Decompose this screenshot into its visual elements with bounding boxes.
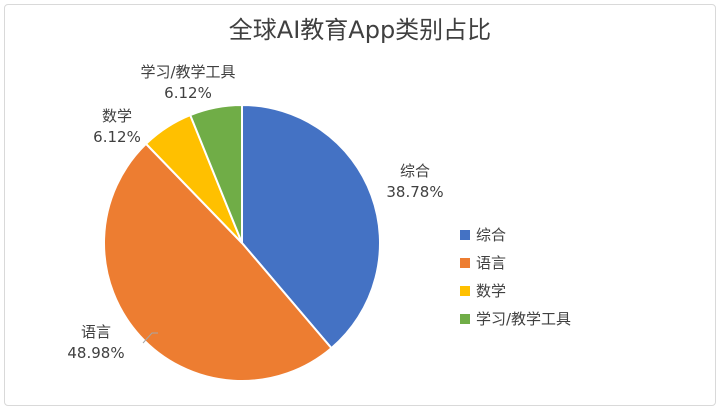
legend-label-3: 学习/教学工具 — [476, 310, 571, 328]
pie-slice-1 — [103, 142, 333, 383]
legend-label-1: 语言 — [476, 254, 506, 272]
data-label-value-1: 48.98% — [67, 344, 124, 362]
legend-swatch-3 — [460, 314, 470, 324]
data-labels: 综合 38.78% 语言 48.98% 数学 6.12% 学习/教学工具 6.1… — [67, 63, 443, 362]
pie-slices — [103, 103, 381, 383]
pie-slice-3 — [188, 103, 243, 244]
data-label-value-0: 38.78% — [386, 183, 443, 201]
legend-swatch-1 — [460, 258, 470, 268]
data-label-name-0: 综合 — [400, 162, 430, 180]
legend-swatch-2 — [460, 286, 470, 296]
legend-swatch-0 — [460, 230, 470, 240]
legend: 综合 语言 数学 学习/教学工具 — [460, 226, 571, 328]
data-label-name-3: 学习/教学工具 — [140, 63, 235, 81]
data-label-name-2: 数学 — [102, 107, 132, 125]
legend-label-0: 综合 — [476, 226, 506, 244]
pie-slice-0 — [241, 103, 381, 350]
data-label-name-1: 语言 — [81, 323, 111, 341]
data-label-value-3: 6.12% — [164, 84, 212, 102]
legend-label-2: 数学 — [476, 282, 506, 300]
chart-title: 全球AI教育App类别占比 — [229, 16, 491, 44]
data-label-value-2: 6.12% — [93, 128, 141, 146]
leader-line-language — [142, 332, 158, 344]
